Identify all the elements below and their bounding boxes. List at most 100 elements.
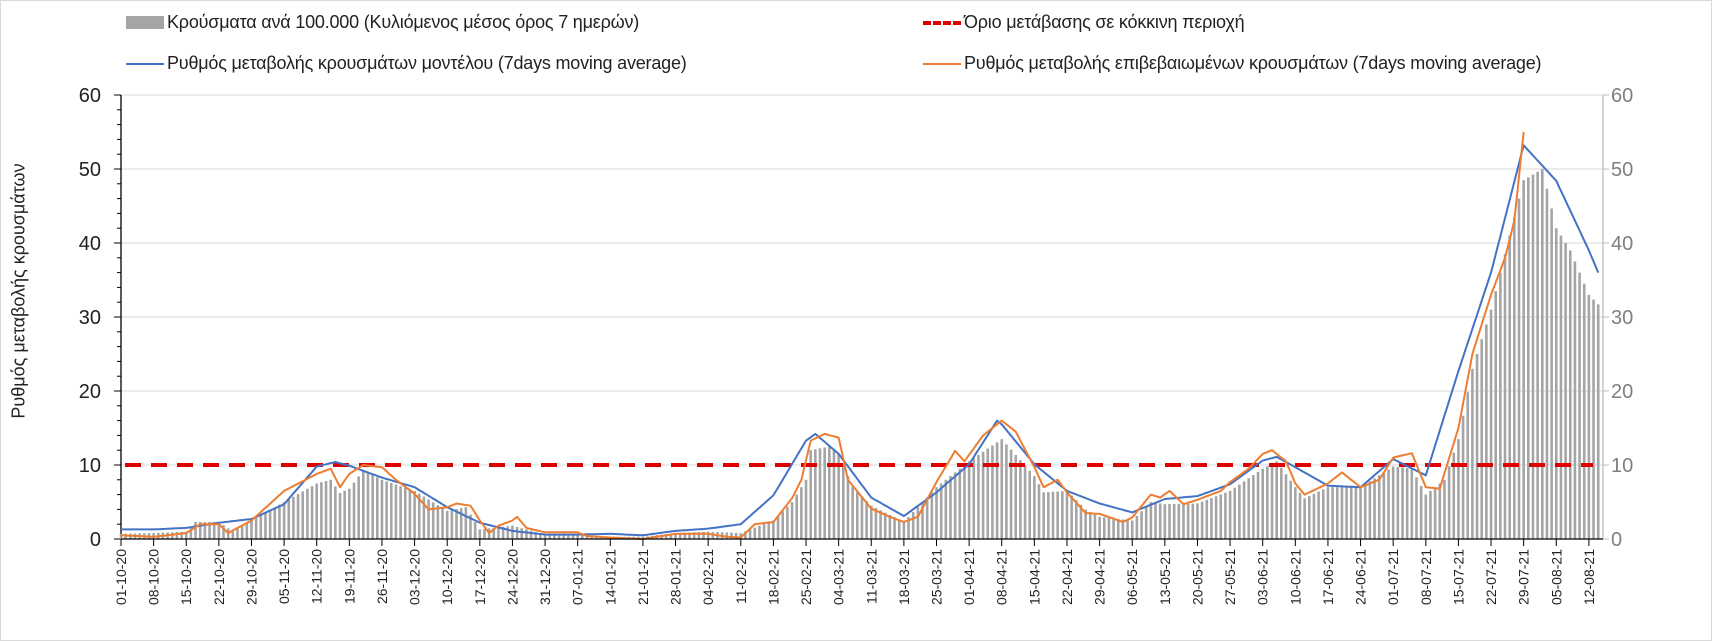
bar: [925, 497, 929, 539]
bar: [697, 532, 701, 539]
bar: [1331, 487, 1334, 539]
bar: [837, 453, 840, 539]
x-tick-label: 08-07-21: [1418, 549, 1434, 605]
bar: [1289, 480, 1292, 539]
bar: [1247, 478, 1251, 539]
bar: [1359, 487, 1362, 539]
bar: [273, 507, 277, 539]
x-tick-label: 19-11-20: [341, 549, 357, 604]
bar: [585, 535, 589, 539]
legend-bar-swatch: [126, 16, 164, 29]
bar: [748, 529, 752, 539]
bar: [1513, 217, 1516, 539]
bar: [1564, 243, 1567, 539]
x-tick-label: 03-12-20: [407, 549, 423, 605]
bar: [562, 534, 565, 539]
bar: [1485, 324, 1488, 539]
bar: [1042, 492, 1045, 539]
bar: [376, 477, 379, 539]
bar: [1000, 439, 1004, 539]
bar: [1280, 467, 1283, 539]
bar: [310, 486, 314, 539]
bar: [688, 532, 691, 539]
bar: [804, 479, 808, 539]
bar: [1116, 518, 1120, 539]
bar: [1144, 506, 1148, 539]
bar: [1424, 494, 1428, 539]
bar: [1098, 516, 1101, 539]
bar: [362, 470, 365, 539]
bar: [1466, 392, 1470, 539]
confirmed-line: [120, 131, 1525, 540]
bar: [548, 534, 552, 539]
bar: [119, 533, 123, 539]
bar: [445, 510, 449, 539]
bar: [1200, 501, 1204, 539]
bar: [1321, 489, 1325, 539]
bar: [1578, 272, 1581, 539]
x-tick-label: 18-03-21: [896, 549, 912, 605]
x-tick-label: 10-12-20: [439, 549, 455, 605]
x-tick-label: 17-12-20: [472, 549, 488, 605]
x-tick-label: 31-12-20: [537, 549, 553, 605]
y-tick-label: 60: [79, 85, 101, 107]
y2-tick-label: 50: [1611, 159, 1633, 181]
legend-threshold-swatch: [923, 20, 961, 25]
legend-bars: Κρούσματα ανά 100.000 (Κυλιόμενος μέσος …: [126, 12, 639, 33]
bar: [278, 504, 281, 539]
bar: [417, 493, 421, 539]
bar: [1573, 261, 1577, 539]
x-tick-label: 17-06-21: [1320, 549, 1336, 605]
bar: [706, 531, 710, 539]
x-tick-label: 10-06-21: [1287, 549, 1303, 605]
bar: [739, 533, 743, 539]
bar: [692, 532, 696, 539]
bar: [520, 528, 524, 539]
bar: [557, 534, 561, 539]
bar: [212, 521, 216, 539]
x-tick-label: 15-10-20: [178, 549, 194, 605]
legend-threshold-label: Όριο μετάβασης σε κόκκινη περιοχή: [964, 12, 1245, 32]
bar: [553, 534, 556, 539]
x-tick-label: 05-11-20: [276, 549, 292, 604]
bar: [1550, 208, 1553, 539]
bar: [1522, 180, 1525, 539]
bar: [846, 476, 850, 539]
bar: [1596, 304, 1600, 539]
bar: [455, 509, 458, 539]
legend-confirmed: Ρυθμός μεταβολής επιβεβαιωμένων κρουσμάτ…: [923, 53, 1542, 74]
bar: [776, 515, 780, 539]
bar: [669, 533, 673, 539]
bar: [436, 505, 440, 539]
bar: [301, 491, 305, 539]
bar: [394, 484, 398, 539]
bar: [1592, 299, 1595, 539]
bar: [809, 450, 812, 539]
bar: [1196, 503, 1199, 539]
bar: [1396, 467, 1400, 539]
bar: [1582, 283, 1586, 539]
legend-bars-label: Κρούσματα ανά 100.000 (Κυλιόμενος μέσος …: [167, 12, 640, 32]
bar: [865, 501, 868, 539]
legend-threshold: Όριο μετάβασης σε κόκκινη περιοχή: [923, 12, 1245, 33]
x-tick-label: 01-07-21: [1385, 549, 1401, 605]
bar: [1219, 494, 1223, 539]
bar: [888, 515, 892, 539]
y-tick-label: 0: [90, 529, 101, 551]
bar: [511, 525, 514, 539]
bar: [1023, 465, 1027, 539]
y-tick-label: 50: [79, 159, 101, 181]
x-tick-label: 07-01-21: [570, 549, 586, 605]
bar: [1061, 491, 1064, 539]
x-tick-label: 26-11-20: [374, 549, 390, 604]
x-tick-label: 06-05-21: [1124, 549, 1140, 605]
bar: [1033, 476, 1036, 539]
x-tick-label: 18-02-21: [765, 549, 781, 605]
bar: [1354, 487, 1358, 539]
bar: [664, 534, 668, 539]
bar: [767, 522, 771, 539]
bar: [916, 507, 920, 539]
bar: [194, 521, 197, 539]
bar: [1256, 471, 1260, 539]
